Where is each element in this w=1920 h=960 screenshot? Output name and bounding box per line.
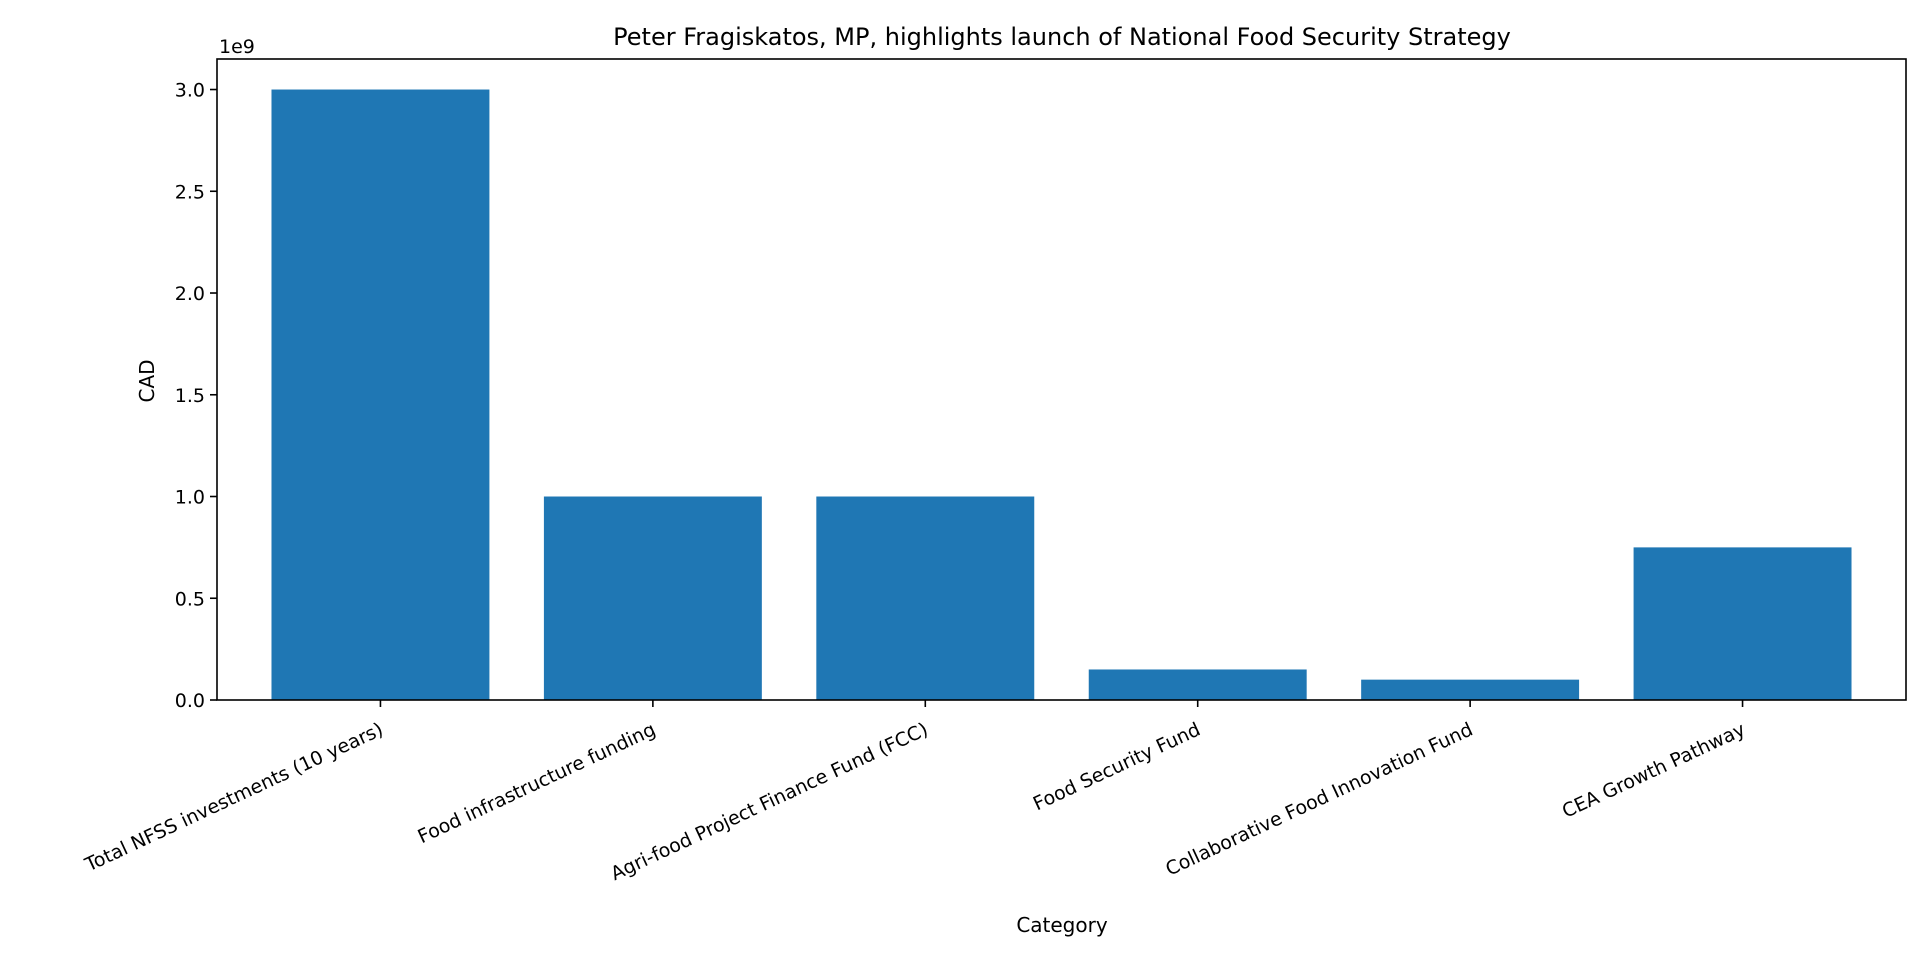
y-tick-label: 2.0 [175, 283, 205, 305]
bar [1088, 669, 1307, 700]
bar [816, 496, 1035, 700]
bar [271, 89, 490, 701]
bar [543, 496, 762, 700]
chart-title: Peter Fragiskatos, MP, highlights launch… [613, 23, 1511, 51]
y-tick-label: 3.0 [175, 80, 205, 102]
bars-group [271, 89, 1852, 701]
y-tick-label: 0.5 [175, 588, 205, 610]
y-axis-label: CAD [135, 359, 159, 402]
y-tick-label: 1.0 [175, 487, 205, 509]
bar [1361, 679, 1580, 700]
y-offset-label: 1e9 [219, 36, 255, 58]
y-tick-label: 2.5 [175, 181, 205, 203]
plot-frame [216, 58, 1907, 701]
y-tick-label: 0.0 [175, 690, 205, 712]
bar [1633, 547, 1852, 700]
x-axis-label: Category [1016, 913, 1108, 937]
y-tick-label: 1.5 [175, 385, 205, 407]
y-axis: 0.0 0.5 1.0 1.5 2.0 2.5 3.0 [175, 80, 217, 712]
